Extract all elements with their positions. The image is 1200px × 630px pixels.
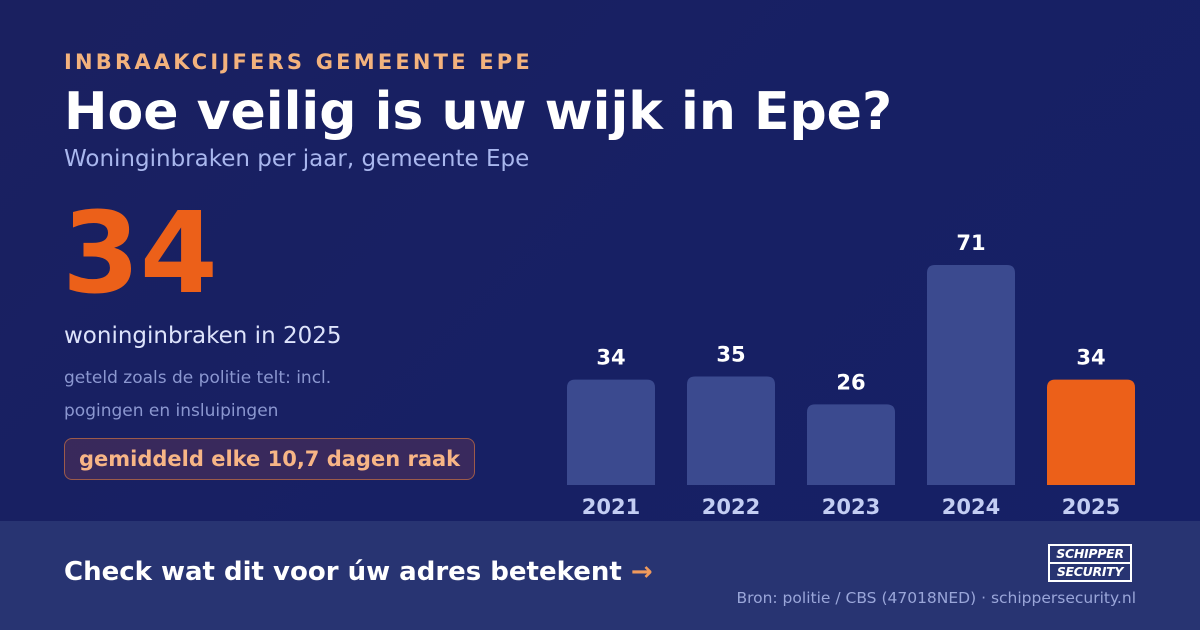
bar-2024	[927, 265, 1015, 485]
bar-2023	[807, 404, 895, 485]
highlight-number: 34	[62, 189, 218, 319]
page-title: Hoe veilig is uw wijk in Epe?	[64, 82, 893, 142]
bar-2022	[687, 376, 775, 485]
tick-label-2023: 2023	[822, 495, 880, 519]
kicker: INBRAAKCIJFERS GEMEENTE EPE	[64, 50, 533, 74]
value-label-2023: 26	[836, 370, 865, 394]
value-label-2022: 35	[716, 343, 745, 367]
source-credit: Bron: politie / CBS (47018NED) · schippe…	[736, 589, 1136, 607]
value-label-2024: 71	[956, 231, 985, 255]
tick-label-2024: 2024	[942, 495, 1000, 519]
bar-2025	[1047, 379, 1135, 485]
tick-label-2025: 2025	[1062, 495, 1120, 519]
tick-label-2022: 2022	[702, 495, 760, 519]
value-label-2021: 34	[596, 346, 625, 370]
brand-logo: SCHIPPER SECURITY	[1048, 544, 1132, 582]
logo-line-2: SECURITY	[1056, 564, 1124, 579]
highlight-label: woninginbraken in 2025	[64, 323, 342, 349]
highlight-note: geteld zoals de politie telt: incl. pogi…	[64, 362, 331, 428]
logo-line-1: SCHIPPER	[1050, 546, 1130, 564]
tick-label-2021: 2021	[582, 495, 640, 519]
footer-bar	[0, 521, 1200, 630]
cta-link[interactable]: Check wat dit voor úw adres betekent →	[64, 557, 653, 587]
bar-chart: 34 2021 35 2022 26 2023 71 2024 34 2025	[567, 231, 1135, 519]
value-label-2025: 34	[1076, 346, 1105, 370]
bar-2021	[567, 379, 655, 485]
frequency-badge: gemiddeld elke 10,7 dagen raak	[64, 438, 476, 480]
arrow-right-icon: →	[630, 557, 653, 587]
cta-text: Check wat dit voor úw adres betekent	[64, 557, 622, 587]
highlight-note-line-2: pogingen en insluipingen	[64, 401, 279, 421]
highlight-note-line-1: geteld zoals de politie telt: incl.	[64, 368, 332, 388]
page-subtitle: Woninginbraken per jaar, gemeente Epe	[64, 146, 530, 172]
